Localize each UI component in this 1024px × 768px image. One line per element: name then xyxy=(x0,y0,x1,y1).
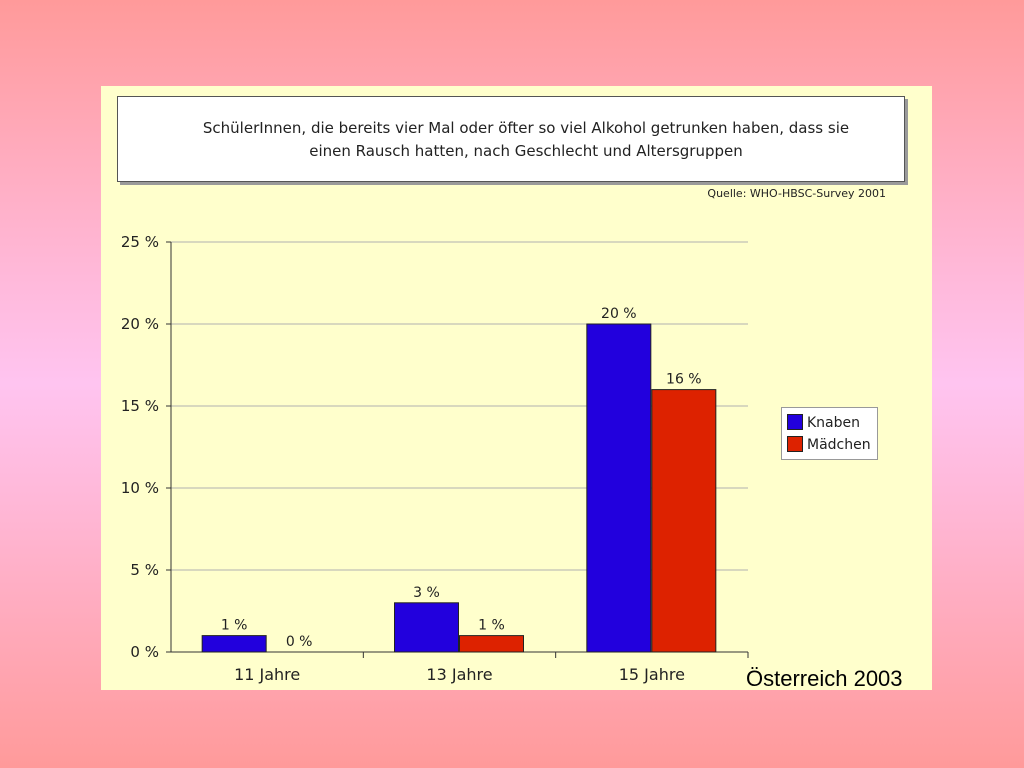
source-note: Quelle: WHO-HBSC-Survey 2001 xyxy=(707,187,886,200)
x-tick-label: 13 Jahre xyxy=(426,665,492,684)
y-tick-label: 20 % xyxy=(121,315,159,333)
y-tick-label: 15 % xyxy=(121,397,159,415)
data-label: 1 % xyxy=(221,618,248,634)
chart-title-line1: SchülerInnen, die bereits vier Mal oder … xyxy=(202,119,850,137)
chart-title-line2: einen Rausch hatten, nach Geschlecht und… xyxy=(309,142,743,160)
chart-title: SchülerInnen, die bereits vier Mal oder … xyxy=(118,117,904,163)
chart-panel: SchülerInnen, die bereits vier Mal oder … xyxy=(101,86,932,690)
legend-swatch-knaben xyxy=(787,414,803,430)
legend-swatch-maedchen xyxy=(787,436,803,452)
bar-maedchen xyxy=(459,635,524,653)
bar-maedchen xyxy=(651,389,717,653)
bar-knaben xyxy=(586,323,652,653)
legend-label-maedchen: Mädchen xyxy=(807,437,871,453)
bar-knaben xyxy=(201,635,267,653)
bar-chart: 0 % 5 % 10 % 15 % 20 % 25 % 11 Jahre 1 % 0 % 13 J… xyxy=(121,233,749,684)
bar-knaben xyxy=(394,602,459,653)
data-label: 3 % xyxy=(413,585,440,601)
legend-item-knaben: Knaben xyxy=(787,414,860,432)
legend: Knaben Mädchen xyxy=(781,407,878,460)
data-label: 20 % xyxy=(601,306,637,322)
data-label: 1 % xyxy=(478,618,505,634)
legend-item-maedchen: Mädchen xyxy=(787,436,871,454)
data-label: 16 % xyxy=(666,372,702,388)
data-label: 0 % xyxy=(286,634,313,650)
title-box: SchülerInnen, die bereits vier Mal oder … xyxy=(117,96,905,182)
y-tick-label: 0 % xyxy=(130,643,159,661)
y-tick-label: 10 % xyxy=(121,479,159,497)
x-tick-label: 11 Jahre xyxy=(234,665,300,684)
x-tick-label: 15 Jahre xyxy=(619,665,685,684)
y-tick-label: 5 % xyxy=(130,561,159,579)
legend-label-knaben: Knaben xyxy=(807,415,861,431)
y-tick-label: 25 % xyxy=(121,233,159,251)
footer-caption: Österreich 2003 xyxy=(746,666,903,691)
